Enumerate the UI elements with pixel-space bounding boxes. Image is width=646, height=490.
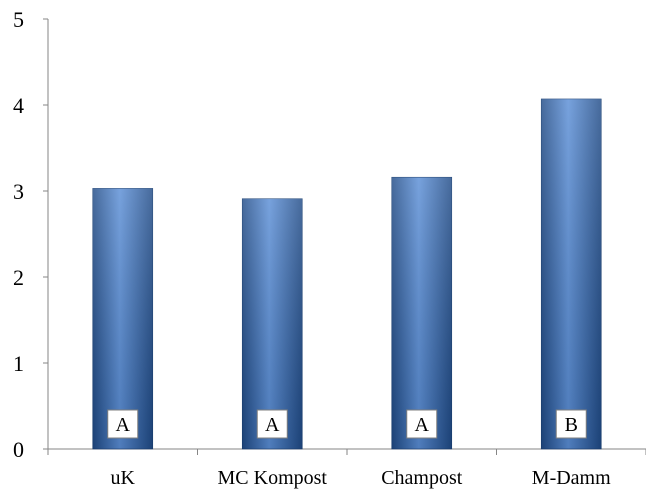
x-category-label: Champost [381,467,463,489]
significance-letter: A [116,414,131,436]
significance-letter: A [415,414,430,436]
y-tick-label: 5 [13,7,24,32]
bars [93,99,602,449]
y-tick-label: 0 [13,437,24,462]
bar-shading [541,99,601,449]
x-category-label: uK [111,467,136,489]
y-tick-label: 4 [13,93,24,118]
y-tick-label: 1 [13,351,24,376]
x-categories: uK MC Kompost Champost M-Damm [111,467,612,489]
significance-letter: B [565,414,578,436]
y-ticks: 0 1 2 3 4 5 [13,7,48,462]
y-tick-label: 3 [13,179,24,204]
x-category-label: M-Damm [532,467,611,489]
bar-shading [392,177,452,449]
significance-letter: A [265,414,280,436]
x-category-label: MC Kompost [218,467,328,489]
y-tick-label: 2 [13,265,24,290]
